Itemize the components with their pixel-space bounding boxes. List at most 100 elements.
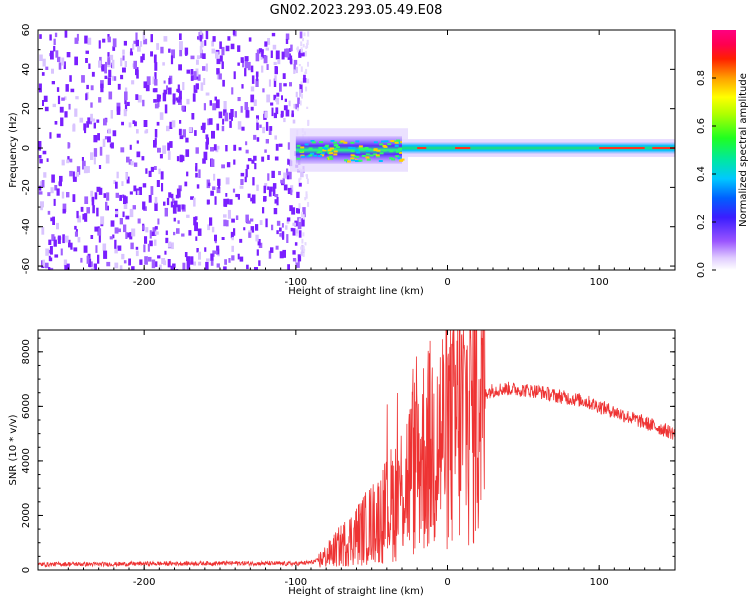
noise-speckle	[89, 261, 93, 267]
noise-speckle	[211, 226, 215, 233]
noise-speckle	[45, 66, 49, 70]
noise-speckle	[53, 45, 56, 52]
noise-speckle	[193, 71, 197, 81]
noise-speckle	[105, 61, 107, 67]
noise-speckle	[256, 118, 259, 124]
noise-speckle	[120, 57, 123, 67]
noise-speckle	[256, 137, 260, 142]
noise-speckle	[216, 263, 220, 268]
noise-speckle	[95, 245, 98, 253]
noise-speckle	[270, 247, 274, 253]
noise-speckle	[94, 192, 98, 200]
noise-speckle	[294, 242, 298, 246]
y-tick-label: 2000	[21, 503, 32, 528]
noise-speckle	[126, 156, 130, 163]
noise-speckle	[288, 100, 291, 107]
noise-speckle	[124, 100, 127, 105]
noise-speckle	[170, 265, 175, 270]
noise-speckle	[174, 200, 178, 208]
noise-speckle	[205, 63, 208, 72]
noise-speckle	[153, 239, 157, 246]
y-tick-label: 20	[21, 102, 32, 115]
noise-speckle	[279, 251, 284, 259]
noise-speckle	[258, 260, 261, 266]
noise-speckle	[84, 196, 89, 204]
noise-speckle	[225, 220, 229, 227]
noise-speckle	[195, 236, 198, 241]
noise-speckle	[92, 118, 96, 122]
noise-speckle	[168, 77, 171, 85]
noise-speckle	[86, 255, 90, 264]
noise-speckle	[275, 245, 279, 250]
noise-speckle	[287, 264, 290, 270]
noise-speckle	[293, 69, 296, 74]
noise-speckle	[46, 158, 49, 162]
noise-speckle	[176, 156, 180, 162]
noise-speckle	[96, 186, 101, 192]
noise-speckle	[192, 93, 196, 102]
noise-speckle	[168, 48, 171, 53]
noise-speckle	[175, 97, 179, 101]
noise-speckle	[210, 159, 215, 167]
signal-band-hotspot	[389, 150, 394, 153]
noise-speckle	[227, 209, 231, 219]
signal-band-hotspot	[308, 154, 313, 157]
noise-speckle	[229, 120, 232, 128]
noise-speckle	[154, 72, 157, 81]
noise-speckle	[74, 37, 79, 44]
signal-band-hotspot	[296, 144, 301, 147]
noise-speckle	[210, 190, 214, 196]
noise-speckle	[253, 99, 257, 106]
noise-speckle	[285, 109, 290, 117]
noise-speckle	[276, 230, 279, 235]
noise-speckle	[276, 220, 281, 226]
noise-speckle	[184, 181, 188, 187]
noise-speckle	[256, 184, 259, 191]
noise-speckle	[298, 178, 301, 183]
noise-speckle	[273, 61, 277, 65]
noise-speckle	[159, 112, 164, 120]
signal-band-hotspot	[394, 141, 399, 144]
noise-speckle	[59, 181, 62, 187]
noise-speckle	[245, 169, 248, 178]
colorbar-ticks: 0.0 0.2 0.4 0.6 0.8	[696, 70, 716, 278]
noise-speckle	[194, 222, 198, 232]
noise-speckle	[149, 230, 152, 239]
noise-speckle	[231, 218, 235, 223]
noise-speckle	[64, 111, 68, 118]
noise-speckle	[252, 177, 255, 186]
signal-band-hotspot	[325, 144, 330, 147]
noise-speckle	[190, 75, 194, 81]
noise-speckle	[102, 138, 106, 147]
y-tick-label: 4000	[21, 448, 32, 473]
noise-speckle	[64, 30, 68, 38]
noise-speckle	[245, 110, 250, 118]
noise-speckle	[213, 144, 217, 151]
noise-speckle	[300, 66, 303, 72]
noise-speckle	[197, 228, 202, 236]
noise-speckle	[114, 262, 119, 269]
noise-speckle	[245, 214, 249, 223]
noise-speckle	[167, 259, 171, 268]
noise-speckle	[100, 223, 104, 227]
noise-speckle	[210, 261, 214, 266]
noise-speckle	[256, 122, 259, 131]
noise-speckle	[82, 160, 86, 170]
noise-speckle	[62, 203, 67, 212]
noise-speckle	[127, 232, 131, 238]
noise-speckle	[256, 49, 260, 53]
noise-speckle	[98, 165, 102, 169]
noise-speckle	[218, 111, 223, 119]
noise-speckle	[296, 229, 299, 234]
noise-speckle	[185, 149, 190, 157]
noise-speckle	[136, 140, 139, 144]
noise-speckle	[48, 239, 52, 245]
noise-speckle	[233, 71, 236, 80]
signal-band-hotspot	[365, 153, 370, 156]
noise-speckle	[216, 68, 220, 75]
noise-speckle	[137, 46, 141, 52]
noise-speckle	[173, 217, 176, 222]
noise-speckle	[300, 47, 303, 53]
noise-speckle	[142, 183, 147, 188]
noise-speckle	[184, 47, 189, 55]
